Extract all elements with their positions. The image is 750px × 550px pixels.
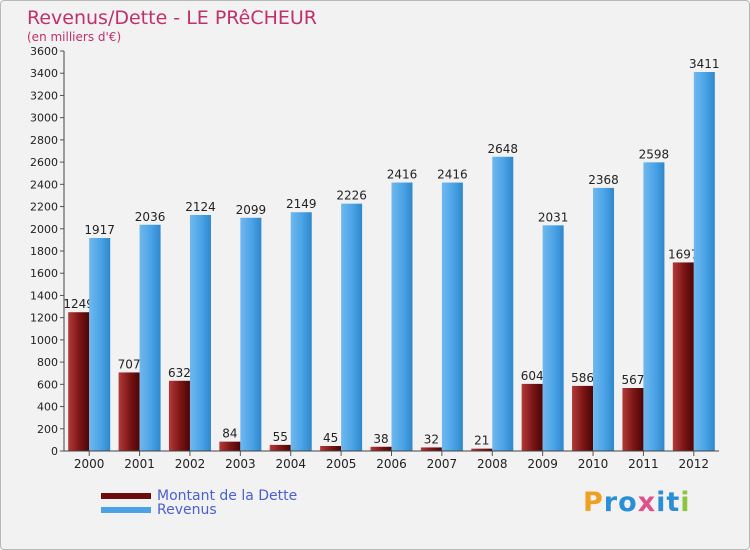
value-label-dette: 604 [521,369,544,383]
y-tick-label: 2000 [30,223,58,236]
bar-dette [471,448,493,451]
bar-revenus [89,238,111,451]
value-label-revenus: 2099 [236,203,267,217]
bar-revenus [441,182,463,452]
value-label-dette: 45 [323,431,338,445]
x-tick-label: 2003 [225,457,256,471]
value-label-revenus: 2031 [538,210,569,224]
x-tick-label: 2007 [427,457,458,471]
y-tick-label: 1200 [30,312,58,325]
proxiti-logo: Proxiti [583,487,691,518]
value-label-dette: 1697 [668,247,699,261]
bar-dette [572,385,594,451]
y-tick-label: 1400 [30,289,58,302]
x-tick-label: 2010 [578,457,609,471]
value-label-dette: 32 [424,432,439,446]
y-tick-label: 2600 [30,156,58,169]
value-label-revenus: 1917 [84,223,115,237]
legend-label-dette: Montant de la Dette [157,488,298,504]
bar-dette [521,383,543,451]
bar-dette [269,444,291,451]
value-label-revenus: 2648 [487,142,518,156]
y-tick-label: 0 [51,445,58,458]
bar-dette [320,446,342,451]
y-tick-label: 800 [37,356,58,369]
y-tick-label: 600 [37,378,58,391]
bar-revenus [391,182,413,452]
value-label-dette: 84 [222,427,237,441]
legend-label-revenus: Revenus [157,502,217,518]
value-label-dette: 632 [168,366,191,380]
x-tick-label: 2002 [175,457,206,471]
bar-dette [420,447,442,451]
y-tick-label: 3200 [30,89,58,102]
y-tick-label: 1000 [30,334,58,347]
bar-dette [68,312,90,451]
bar-dette [622,388,644,451]
bar-revenus [693,72,715,451]
bar-dette [168,380,190,451]
value-label-dette: 38 [373,432,388,446]
value-label-revenus: 2416 [437,168,468,182]
y-tick-label: 3400 [30,67,58,80]
x-tick-label: 2000 [74,457,105,471]
legend-item-dette: Montant de la Dette [101,488,297,504]
y-tick-label: 2200 [30,201,58,214]
bar-dette [370,446,392,451]
y-tick-label: 1800 [30,245,58,258]
x-tick-label: 2004 [275,457,306,471]
chart-title: Revenus/Dette - LE PRêCHEUR [27,7,317,29]
value-label-revenus: 2416 [387,168,418,182]
value-label-revenus: 3411 [689,57,720,71]
value-label-dette: 586 [571,371,594,385]
y-tick-label: 200 [37,423,58,436]
value-label-revenus: 2226 [336,189,367,203]
value-label-revenus: 2036 [135,210,166,224]
value-label-revenus: 2598 [639,147,670,161]
y-tick-label: 1600 [30,267,58,280]
bar-revenus [189,215,211,451]
x-tick-label: 2001 [124,457,155,471]
y-tick-label: 2800 [30,134,58,147]
y-tick-label: 400 [37,401,58,414]
x-tick-label: 2011 [628,457,659,471]
bar-dette [219,441,241,451]
bar-revenus [492,156,514,451]
bar-revenus [290,212,312,451]
value-label-dette: 21 [474,434,489,448]
bar-dette [672,262,694,451]
legend-item-revenus: Revenus [101,502,217,518]
y-tick-label: 2400 [30,178,58,191]
value-label-revenus: 2124 [185,200,216,214]
legend-swatch-revenus [101,507,151,513]
bar-dette [118,372,140,451]
bar-revenus [593,187,615,451]
bar-revenus [240,217,262,451]
x-tick-label: 2012 [679,457,710,471]
y-tick-label: 3000 [30,112,58,125]
x-tick-label: 2009 [527,457,558,471]
bar-revenus [139,224,161,451]
x-tick-label: 2008 [477,457,508,471]
value-label-dette: 567 [621,373,644,387]
value-label-revenus: 2149 [286,197,317,211]
x-tick-label: 2005 [326,457,357,471]
x-tick-label: 2006 [376,457,407,471]
value-label-dette: 707 [118,357,141,371]
y-tick-label: 3600 [30,45,58,58]
bar-revenus [341,203,363,451]
bar-revenus [643,162,665,452]
chart-subtitle: (en milliers d'€) [27,30,122,44]
value-label-dette: 1249 [63,297,94,311]
value-label-revenus: 2368 [588,173,619,187]
bar-revenus [542,225,564,451]
legend-swatch-dette [101,493,151,499]
value-label-dette: 55 [273,430,288,444]
